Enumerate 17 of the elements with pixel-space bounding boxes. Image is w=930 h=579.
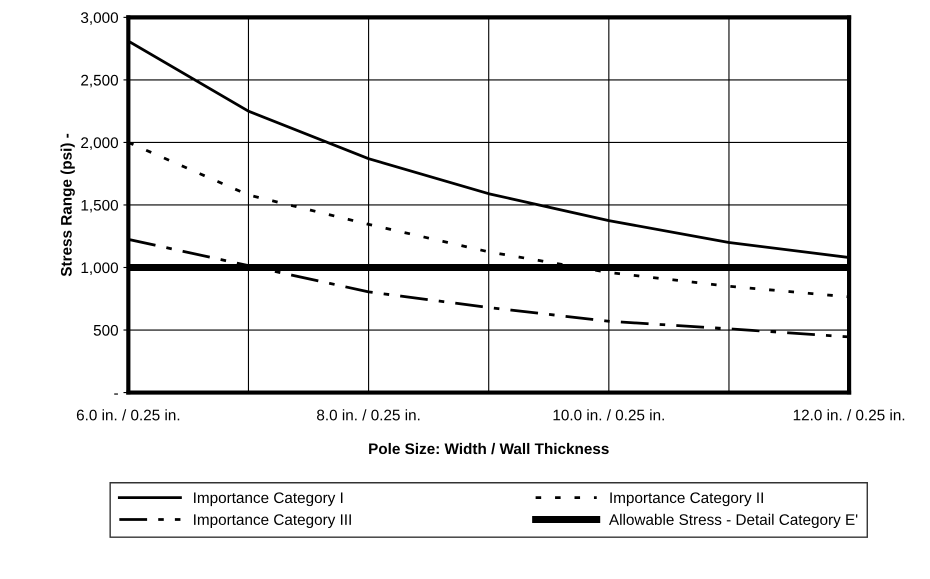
- y-tick-label: 2,000: [81, 137, 118, 150]
- y-tick-label: 1,500: [82, 200, 118, 212]
- y-tick-label: -: [114, 393, 118, 395]
- y-tick-label: 500: [94, 324, 118, 336]
- y-axis-title: Stress Range (psi) -: [60, 134, 75, 276]
- legend-label: Allowable Stress - Detail Category E': [608, 514, 858, 528]
- legend-label: Importance Category I: [194, 492, 342, 506]
- x-tick-label: 8.0 in. / 0.25 in.: [317, 409, 420, 420]
- x-axis-title: Pole Size: Width / Wall Thickness: [369, 442, 609, 454]
- x-tick-label: 10.0 in. / 0.25 in.: [554, 409, 664, 420]
- y-tick-label: 3,000: [80, 12, 118, 25]
- x-tick-label: 6.0 in. / 0.25 in.: [76, 409, 180, 420]
- legend-label: Importance Category II: [610, 492, 763, 506]
- y-tick-label: 1,000: [82, 262, 118, 275]
- y-tick-label: 2,500: [81, 74, 118, 88]
- legend-label: Importance Category III: [194, 514, 351, 528]
- x-tick-label: 12.0 in. / 0.25 in.: [794, 409, 904, 420]
